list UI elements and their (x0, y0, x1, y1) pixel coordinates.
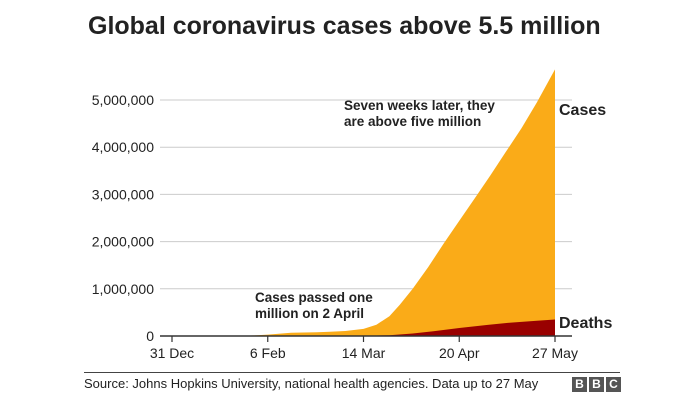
deaths-area (172, 319, 555, 336)
y-tick-label: 4,000,000 (92, 139, 154, 155)
data-areas (172, 69, 555, 337)
chart-title: Global coronavirus cases above 5.5 milli… (88, 12, 601, 40)
y-tick-label: 3,000,000 (92, 186, 154, 202)
chart-labels: 0 1,000,000 2,000,000 3,000,000 4,000,000 5,0… (92, 92, 613, 361)
annotation: Seven weeks later, they are above five mi… (344, 98, 495, 129)
annotation-line: Seven weeks later, they (344, 98, 495, 113)
cases-area (172, 69, 555, 337)
bbc-logo-letter: B (572, 377, 587, 392)
y-tick-label: 2,000,000 (92, 234, 154, 250)
y-tick-label: 0 (146, 328, 154, 344)
annotation-line: are above five million (344, 114, 481, 129)
axes (160, 335, 572, 342)
x-tick-label: 14 Mar (342, 345, 386, 361)
annotation-line: Cases passed one (255, 290, 373, 305)
source-note: Source: Johns Hopkins University, nation… (84, 376, 539, 391)
annotation-line: million on 2 April (255, 306, 364, 321)
annotation: Cases passed one million on 2 April (255, 290, 373, 321)
bbc-logo: B B C (572, 377, 621, 392)
x-tick-label: 27 May (532, 345, 578, 361)
footer-divider (84, 372, 620, 373)
x-tick-label: 6 Feb (250, 345, 286, 361)
y-tick-label: 5,000,000 (92, 92, 154, 108)
series-label-cases: Cases (559, 102, 606, 119)
x-tick-label: 20 Apr (439, 345, 480, 361)
series-label-deaths: Deaths (559, 315, 612, 332)
y-tick-label: 1,000,000 (92, 281, 154, 297)
bbc-logo-letter: B (589, 377, 604, 392)
x-tick-label: 31 Dec (150, 345, 194, 361)
bbc-logo-letter: C (606, 377, 621, 392)
